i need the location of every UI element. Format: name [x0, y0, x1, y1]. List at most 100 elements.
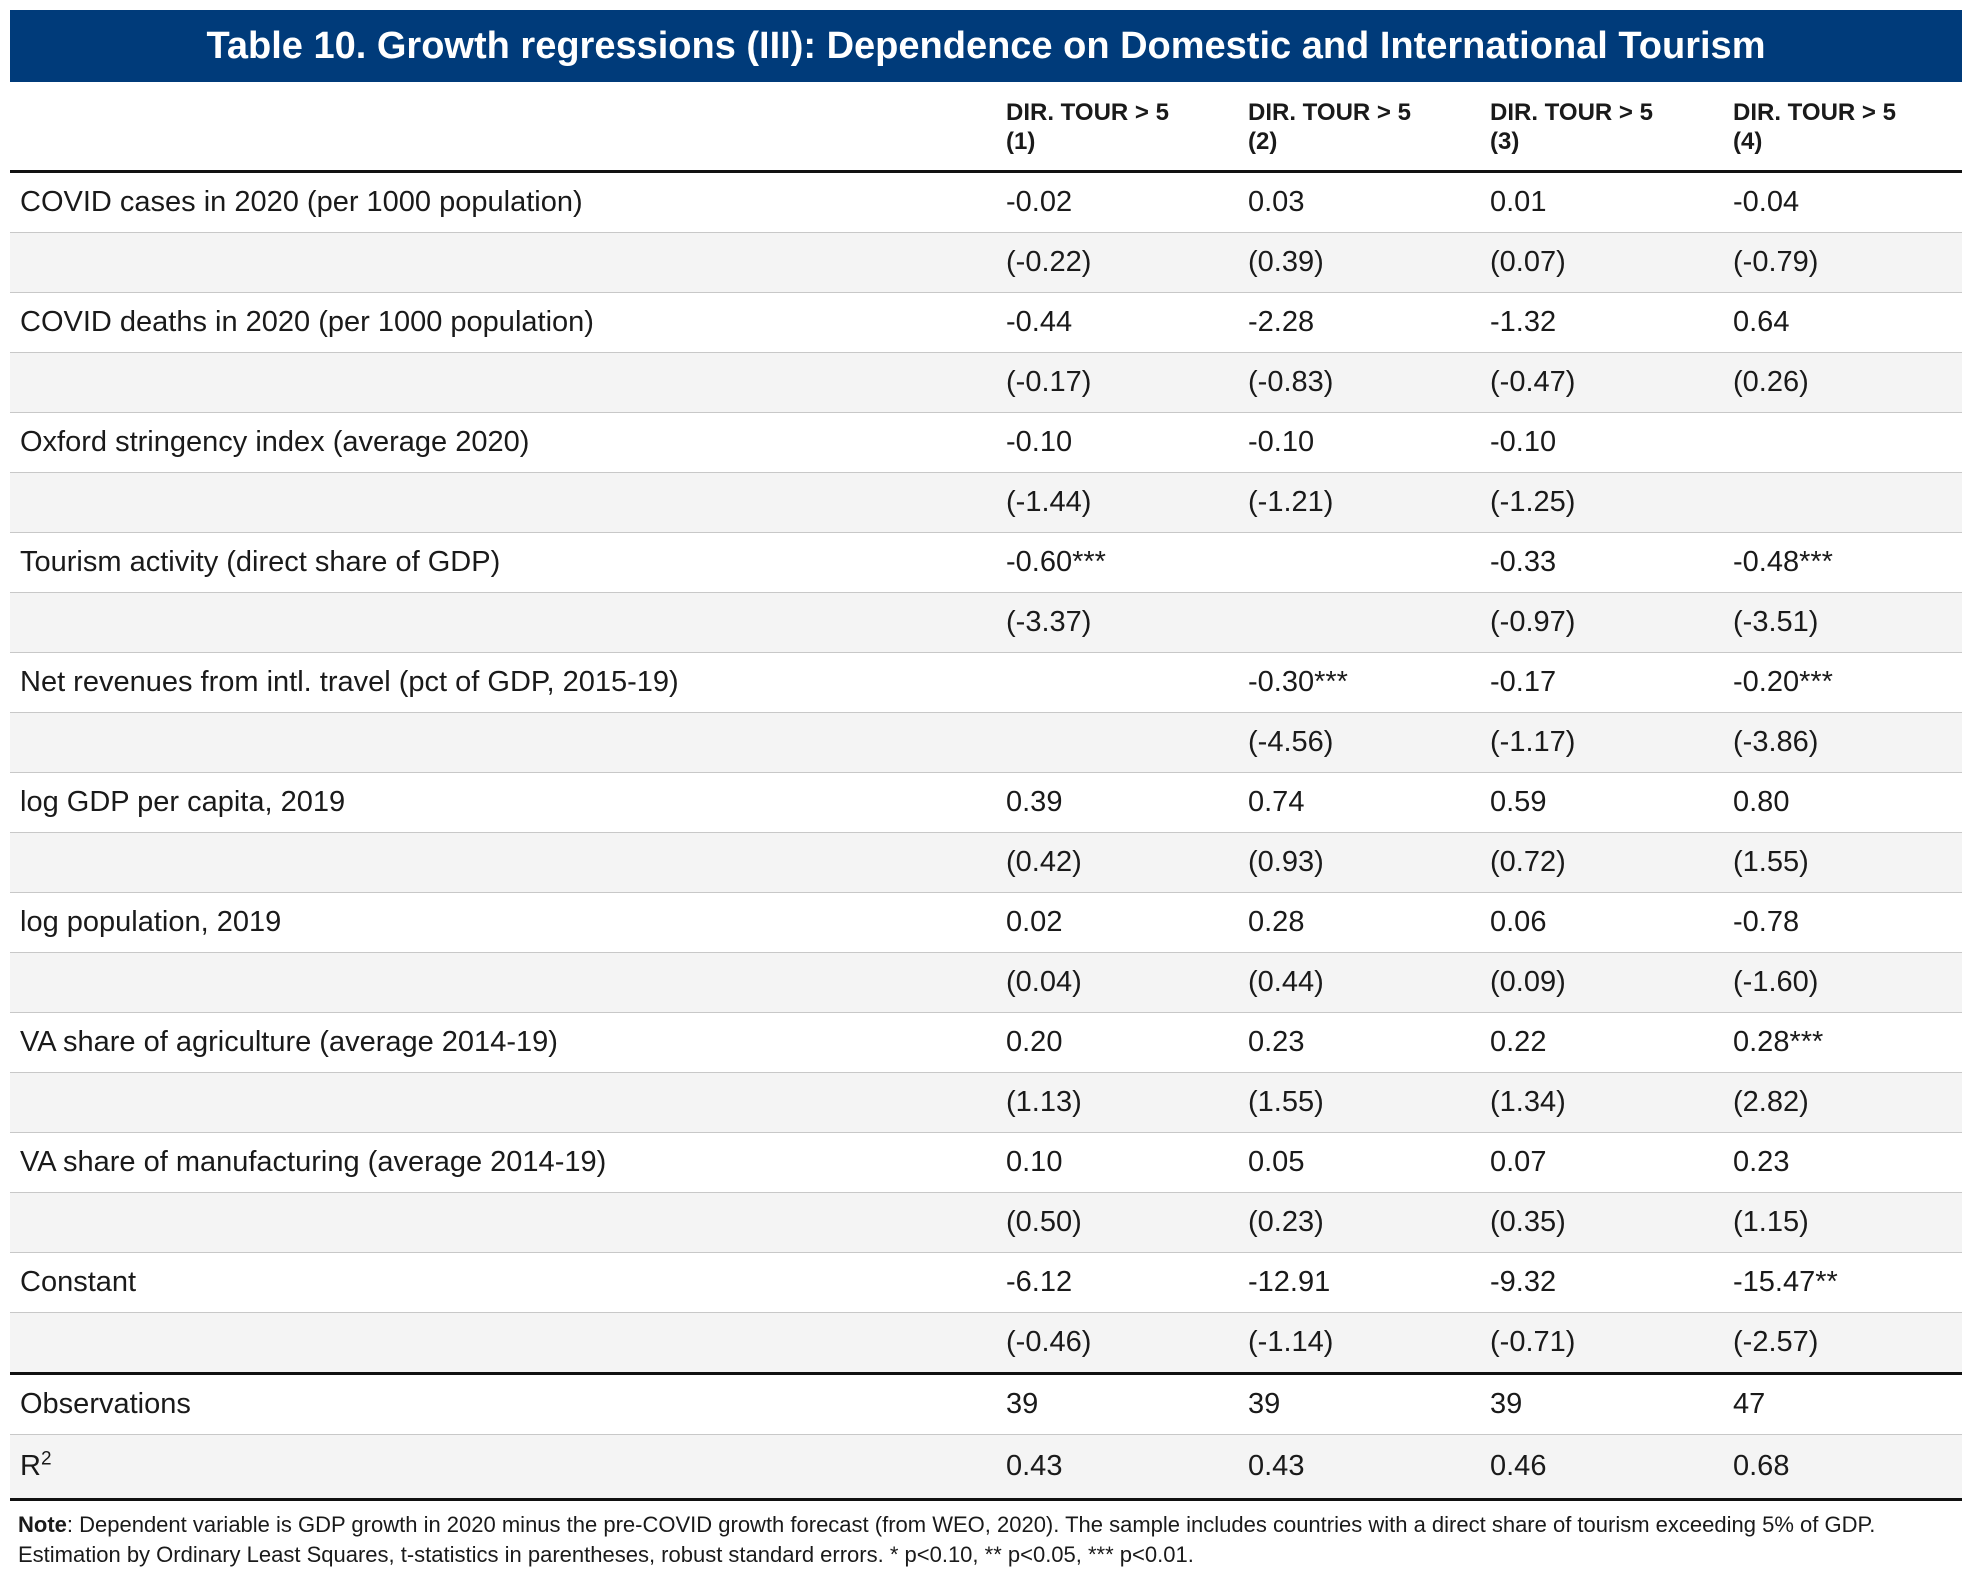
- tstat-cell: (-0.46): [996, 1312, 1238, 1375]
- column-header: DIR. TOUR > 5 (3): [1480, 84, 1723, 173]
- tstat-cell: (-0.22): [996, 232, 1238, 293]
- coefficient-cell: 0.01: [1480, 171, 1723, 233]
- column-label: DIR. TOUR > 5: [1490, 99, 1653, 126]
- row-label-blank: [10, 832, 996, 893]
- coefficient-row: VA share of manufacturing (average 2014-…: [10, 1132, 1962, 1193]
- coefficient-cell: [1238, 532, 1480, 593]
- coefficient-row: COVID deaths in 2020 (per 1000 populatio…: [10, 292, 1962, 353]
- coefficient-row: log GDP per capita, 2019 0.39 0.74 0.59 …: [10, 772, 1962, 833]
- column-label: DIR. TOUR > 5: [1006, 99, 1169, 126]
- row-label-blank: [10, 1312, 996, 1375]
- tstat-cell: (-0.83): [1238, 352, 1480, 413]
- observations-cell: 39: [1238, 1373, 1480, 1435]
- tstat-cell: (-2.57): [1723, 1312, 1962, 1375]
- tstat-cell: (1.55): [1238, 1072, 1480, 1133]
- tstat-cell: (1.15): [1723, 1192, 1962, 1253]
- coefficient-row: VA share of agriculture (average 2014-19…: [10, 1012, 1962, 1073]
- coefficient-cell: -6.12: [996, 1252, 1238, 1313]
- coefficient-cell: 0.64: [1723, 292, 1962, 353]
- coefficient-cell: [996, 652, 1238, 713]
- coefficient-cell: 0.03: [1238, 171, 1480, 233]
- column-number: (3): [1490, 128, 1520, 155]
- column-header-blank: [10, 84, 996, 173]
- row-label: log population, 2019: [10, 892, 996, 953]
- row-label-blank: [10, 592, 996, 653]
- tstat-cell: (0.09): [1480, 952, 1723, 1013]
- tstat-cell: (-3.37): [996, 592, 1238, 653]
- tstat-cell: (-0.17): [996, 352, 1238, 413]
- r-squared-cell: 0.43: [1238, 1434, 1480, 1501]
- coefficient-cell: 0.06: [1480, 892, 1723, 953]
- coefficient-cell: -0.33: [1480, 532, 1723, 593]
- tstat-cell: (-0.71): [1480, 1312, 1723, 1375]
- row-label: Tourism activity (direct share of GDP): [10, 532, 996, 593]
- coefficient-cell: 0.02: [996, 892, 1238, 953]
- tstat-row: (-4.56) (-1.17) (-3.86): [10, 712, 1962, 773]
- tstat-cell: (0.50): [996, 1192, 1238, 1253]
- coefficient-row: log population, 2019 0.02 0.28 0.06 -0.7…: [10, 892, 1962, 953]
- coefficient-row: Constant -6.12 -12.91 -9.32 -15.47**: [10, 1252, 1962, 1313]
- column-label: DIR. TOUR > 5: [1248, 99, 1411, 126]
- note-text: : Dependent variable is GDP growth in 20…: [18, 1512, 1876, 1567]
- coefficient-cell: 0.22: [1480, 1012, 1723, 1073]
- observations-row: Observations 39 39 39 47: [10, 1373, 1962, 1435]
- coefficient-cell: 0.05: [1238, 1132, 1480, 1193]
- tstat-row: (1.13) (1.55) (1.34) (2.82): [10, 1072, 1962, 1133]
- row-label-blank: [10, 1072, 996, 1133]
- tstat-row: (0.42) (0.93) (0.72) (1.55): [10, 832, 1962, 893]
- coefficient-cell: -0.78: [1723, 892, 1962, 953]
- column-header: DIR. TOUR > 5 (4): [1723, 84, 1962, 173]
- coefficient-cell: -0.10: [1238, 412, 1480, 473]
- coefficient-cell: 0.07: [1480, 1132, 1723, 1193]
- tstat-cell: [1723, 472, 1962, 533]
- tstat-cell: (0.04): [996, 952, 1238, 1013]
- column-number: (2): [1248, 128, 1278, 155]
- observations-cell: 39: [1480, 1373, 1723, 1435]
- tstat-row: (-0.22) (0.39) (0.07) (-0.79): [10, 232, 1962, 293]
- coefficient-cell: 0.23: [1723, 1132, 1962, 1193]
- row-label: COVID cases in 2020 (per 1000 population…: [10, 171, 996, 233]
- tstat-cell: (-3.51): [1723, 592, 1962, 653]
- tstat-cell: (0.35): [1480, 1192, 1723, 1253]
- column-number: (4): [1733, 128, 1763, 155]
- tstat-cell: (1.13): [996, 1072, 1238, 1133]
- tstat-cell: (0.26): [1723, 352, 1962, 413]
- tstat-cell: (-1.17): [1480, 712, 1723, 773]
- r-squared-label: R2: [10, 1434, 996, 1501]
- row-label-blank: [10, 352, 996, 413]
- tstat-cell: (1.34): [1480, 1072, 1723, 1133]
- r-squared-row: R2 0.43 0.43 0.46 0.68: [10, 1434, 1962, 1501]
- row-label-blank: [10, 232, 996, 293]
- tstat-row: (-3.37) (-0.97) (-3.51): [10, 592, 1962, 653]
- table-note: Note: Dependent variable is GDP growth i…: [18, 1510, 1948, 1570]
- tstat-cell: (-0.79): [1723, 232, 1962, 293]
- row-label: VA share of agriculture (average 2014-19…: [10, 1012, 996, 1073]
- observations-label: Observations: [10, 1373, 996, 1435]
- tstat-cell: (1.55): [1723, 832, 1962, 893]
- tstat-row: (-1.44) (-1.21) (-1.25): [10, 472, 1962, 533]
- row-label-blank: [10, 952, 996, 1013]
- coefficient-row: Tourism activity (direct share of GDP) -…: [10, 532, 1962, 593]
- tstat-row: (-0.46) (-1.14) (-0.71) (-2.57): [10, 1312, 1962, 1375]
- coefficient-cell: 0.28***: [1723, 1012, 1962, 1073]
- tstat-cell: (0.44): [1238, 952, 1480, 1013]
- observations-cell: 39: [996, 1373, 1238, 1435]
- coefficient-cell: -0.10: [996, 412, 1238, 473]
- tstat-cell: [996, 712, 1238, 773]
- tstat-cell: [1238, 592, 1480, 653]
- coefficient-row: COVID cases in 2020 (per 1000 population…: [10, 171, 1962, 233]
- regression-table: DIR. TOUR > 5 (1) DIR. TOUR > 5 (2) DIR. T…: [10, 84, 1962, 1501]
- r-squared-superscript: 2: [40, 1448, 52, 1470]
- coefficient-cell: -0.20***: [1723, 652, 1962, 713]
- column-number: (1): [1006, 128, 1036, 155]
- coefficient-cell: [1723, 412, 1962, 473]
- coefficient-cell: 0.59: [1480, 772, 1723, 833]
- tstat-cell: (0.72): [1480, 832, 1723, 893]
- tstat-cell: (-4.56): [1238, 712, 1480, 773]
- tstat-cell: (0.39): [1238, 232, 1480, 293]
- table-title: Table 10. Growth regressions (III): Depe…: [10, 10, 1962, 82]
- tstat-cell: (-1.44): [996, 472, 1238, 533]
- tstat-cell: (0.42): [996, 832, 1238, 893]
- row-label: Net revenues from intl. travel (pct of G…: [10, 652, 996, 713]
